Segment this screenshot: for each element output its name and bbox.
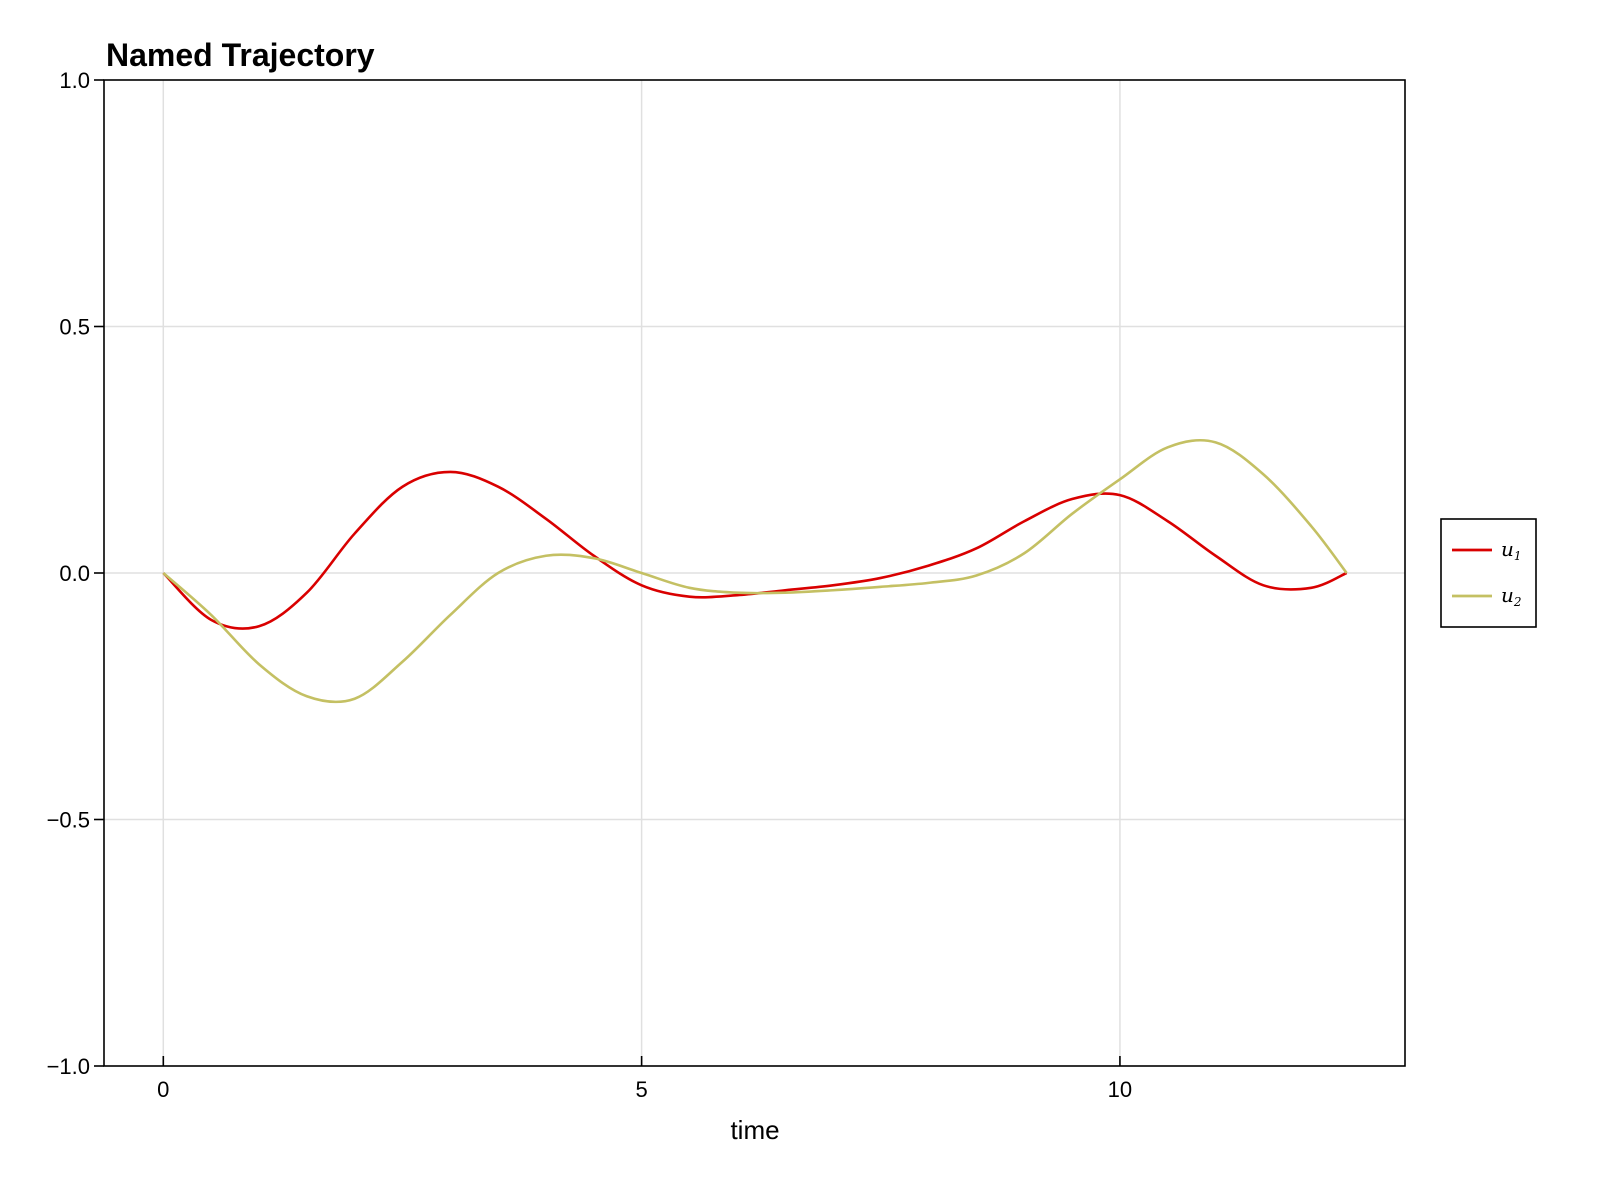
- y-tick-label: 0.5: [59, 315, 90, 340]
- y-tick-label: −0.5: [47, 808, 90, 833]
- y-axis-ticks: 1.0 0.5 0.0 −0.5 −1.0: [47, 68, 104, 1079]
- series-line-u1: [162, 470, 1348, 630]
- legend-label-u2: u2: [1501, 583, 1522, 609]
- series-line-u2: [162, 439, 1348, 704]
- x-tick-label: 5: [635, 1077, 647, 1102]
- y-tick-label: −1.0: [47, 1054, 90, 1079]
- chart-title: Named Trajectory: [106, 37, 375, 73]
- grid-lines: [104, 80, 1405, 1066]
- y-tick-label: 0.0: [59, 561, 90, 586]
- y-tick-label: 1.0: [59, 68, 90, 93]
- x-axis-ticks: 0 5 10: [157, 1056, 1132, 1102]
- series-lines: [162, 439, 1348, 704]
- x-tick-label: 0: [157, 1077, 169, 1102]
- legend-box: [1440, 518, 1537, 628]
- legend: u1 u2: [1440, 518, 1537, 628]
- x-axis-label: time: [730, 1115, 779, 1145]
- legend-label-u1: u1: [1501, 537, 1522, 563]
- x-tick-label: 10: [1108, 1077, 1132, 1102]
